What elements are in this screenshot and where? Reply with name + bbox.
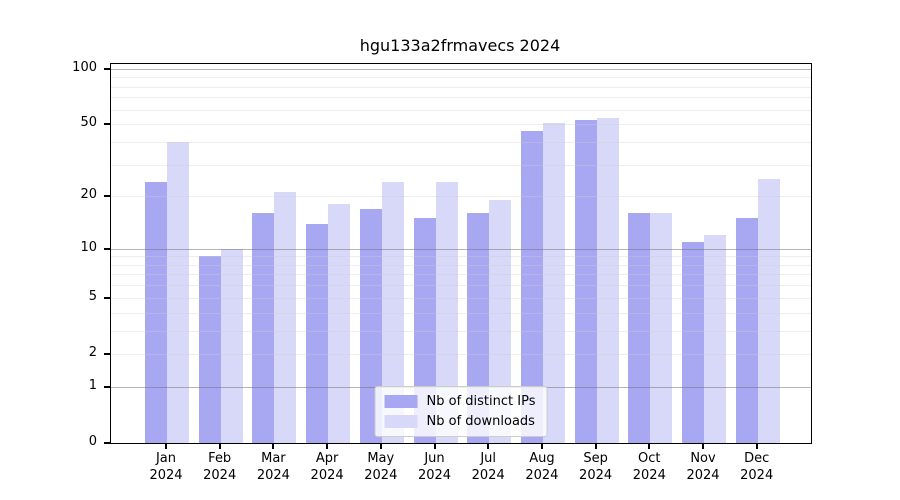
y-tick-mark-10	[104, 247, 110, 250]
year-text: 2024	[203, 468, 237, 483]
x-tick-mark-oct	[648, 444, 651, 449]
year-text: 2024	[740, 468, 774, 483]
y-tick-label-20: 20	[80, 187, 97, 203]
y-tick-mark-2	[104, 352, 110, 355]
y-tick-mark-1	[104, 385, 110, 388]
year-text: 2024	[364, 468, 398, 483]
bar-distinct-ips-jul	[467, 213, 490, 443]
y-tick-label-1: 1	[88, 377, 97, 393]
x-tick-label-jun: Jun 2024	[405, 450, 465, 484]
x-tick-label-sep: Sep 2024	[566, 450, 626, 484]
bar-distinct-ips-dec	[735, 218, 758, 443]
x-tick-label-jul: Jul 2024	[458, 450, 518, 484]
x-tick-label-jan: Jan 2024	[136, 450, 196, 484]
bar-distinct-ips-mar	[252, 213, 275, 443]
legend-label-distinct-ips: Nb of distinct IPs	[426, 394, 536, 409]
month-text: Jan	[155, 451, 177, 466]
legend: Nb of distinct IPs Nb of downloads	[374, 386, 548, 437]
bar-distinct-ips-oct	[628, 213, 651, 443]
bar-downloads-oct	[650, 213, 673, 443]
x-tick-mark-aug	[540, 444, 543, 449]
y-tick-label-10: 10	[80, 239, 97, 255]
bar-downloads-may	[381, 182, 404, 443]
x-tick-label-feb: Feb 2024	[190, 450, 250, 484]
x-tick-label-may: May 2024	[351, 450, 411, 484]
year-text: 2024	[417, 468, 452, 483]
bar-distinct-ips-nov	[682, 241, 704, 443]
month-text: Nov	[690, 451, 716, 466]
year-text: 2024	[149, 468, 183, 483]
bar-distinct-ips-feb	[198, 256, 221, 443]
bar-downloads-aug	[542, 122, 565, 443]
legend-label-downloads: Nb of downloads	[426, 414, 535, 429]
bar-downloads-mar	[274, 192, 297, 443]
y-tick-label-0: 0	[88, 434, 97, 449]
chart-title: hgu133a2frmavecs 2024	[359, 36, 561, 55]
x-tick-label-mar: Mar 2024	[243, 450, 303, 484]
month-text: Sep	[583, 451, 608, 466]
x-tick-mark-sep	[594, 444, 597, 449]
year-text: 2024	[632, 468, 666, 483]
year-text: 2024	[256, 468, 290, 483]
y-tick-label-2: 2	[88, 344, 97, 360]
legend-row-distinct-ips: Nb of distinct IPs	[384, 394, 536, 409]
bar-distinct-ips-aug	[520, 130, 543, 443]
bar-downloads-jul	[489, 200, 512, 443]
year-text: 2024	[686, 468, 720, 483]
bar-distinct-ips-apr	[306, 223, 329, 443]
x-tick-mark-feb	[218, 444, 221, 449]
year-text: 2024	[471, 468, 505, 483]
y-tick-mark-5	[104, 296, 110, 299]
month-text: Apr	[315, 451, 339, 466]
x-tick-mark-mar	[272, 444, 275, 449]
x-tick-label-dec: Dec 2024	[727, 450, 787, 484]
legend-swatch-downloads	[384, 415, 418, 428]
bar-downloads-nov	[704, 235, 726, 443]
x-tick-mark-dec	[755, 444, 758, 449]
bars-layer	[111, 64, 811, 443]
month-text: Jul	[480, 451, 497, 466]
bar-downloads-apr	[328, 204, 351, 443]
y-tick-mark-100	[104, 67, 110, 70]
x-tick-mark-jun	[433, 444, 436, 449]
legend-swatch-distinct-ips	[384, 395, 418, 408]
month-text: May	[367, 451, 395, 466]
month-text: Dec	[744, 451, 770, 466]
month-text: Oct	[638, 451, 661, 466]
x-tick-mark-nov	[702, 444, 704, 449]
bar-downloads-feb	[220, 248, 243, 443]
x-tick-label-apr: Apr 2024	[297, 450, 357, 484]
y-tick-label-100: 100	[72, 59, 97, 75]
bar-distinct-ips-sep	[574, 119, 597, 443]
year-text: 2024	[310, 468, 344, 483]
y-tick-mark-20	[104, 195, 110, 198]
month-text: Feb	[208, 451, 232, 466]
year-text: 2024	[525, 468, 559, 483]
bar-distinct-ips-may	[359, 208, 382, 443]
y-tick-label-5: 5	[88, 288, 97, 304]
bar-downloads-sep	[596, 118, 619, 443]
y-tick-label-50: 50	[80, 115, 97, 131]
x-tick-mark-jul	[487, 444, 490, 449]
x-tick-mark-apr	[326, 444, 329, 449]
plot-area: Nb of distinct IPs Nb of downloads	[110, 63, 812, 444]
bar-downloads-dec	[757, 178, 780, 443]
month-text: Jun	[424, 451, 445, 466]
bar-downloads-jan	[167, 141, 189, 443]
y-tick-mark-50	[104, 123, 110, 126]
bar-downloads-jun	[435, 182, 458, 443]
x-tick-label-aug: Aug 2024	[512, 450, 572, 484]
month-text: Aug	[529, 451, 555, 466]
legend-row-downloads: Nb of downloads	[384, 414, 536, 429]
month-text: Mar	[261, 451, 286, 466]
x-tick-label-nov: Nov 2024	[673, 450, 733, 484]
y-tick-mark-0	[104, 442, 110, 444]
bar-distinct-ips-jan	[145, 182, 167, 443]
year-text: 2024	[579, 468, 613, 483]
x-tick-label-oct: Oct 2024	[619, 450, 679, 484]
x-tick-mark-may	[379, 444, 382, 449]
x-tick-mark-jan	[165, 444, 167, 449]
